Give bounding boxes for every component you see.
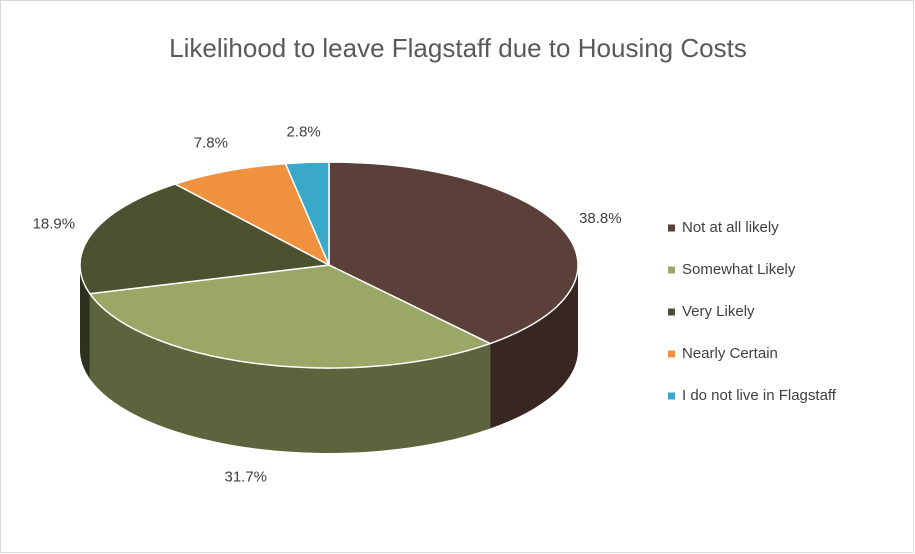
data-label: 38.8% <box>579 210 622 227</box>
pie-slice <box>79 183 332 295</box>
pie-slice <box>328 161 579 345</box>
data-label: 2.8% <box>287 123 321 140</box>
data-label: 31.7% <box>224 468 267 485</box>
pie-side <box>80 265 90 379</box>
pie-side <box>490 265 578 429</box>
legend-label: I do not live in Flagstaff <box>682 387 837 404</box>
legend-label: Nearly Certain <box>682 345 778 362</box>
legend-marker <box>668 224 675 232</box>
pie-slice <box>284 161 330 266</box>
chart-title: Likelihood to leave Flagstaff due to Hou… <box>169 33 747 63</box>
data-label: 7.8% <box>194 135 228 152</box>
legend-marker <box>668 266 675 274</box>
legend-marker <box>668 350 675 358</box>
data-label: 18.9% <box>33 215 76 232</box>
legend-label: Somewhat Likely <box>682 261 796 278</box>
legend-marker <box>668 392 675 400</box>
pie-slice <box>88 264 493 369</box>
legend-label: Very Likely <box>682 303 755 320</box>
pie-slice <box>173 162 331 267</box>
legend-label: Not at all likely <box>682 219 779 236</box>
legend-marker <box>668 308 675 316</box>
pie-side <box>89 293 491 453</box>
